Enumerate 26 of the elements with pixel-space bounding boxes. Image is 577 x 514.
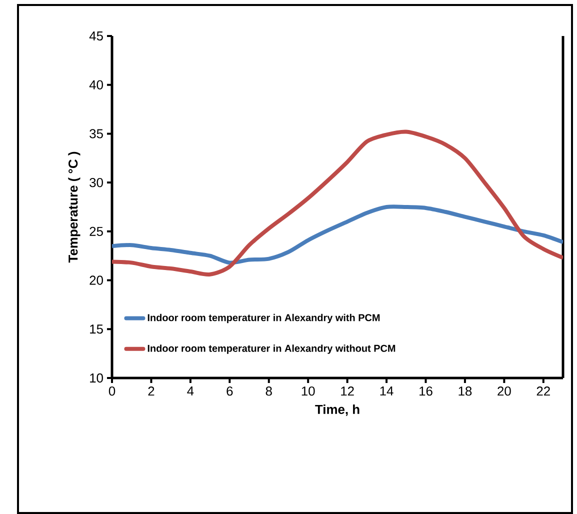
y-tick-label: 40 [89,80,103,90]
y-axis-title: Temperature ( °C ) [68,152,80,263]
line-series [112,204,564,265]
y-tick-label: 30 [90,178,103,188]
x-tick-label: 8 [266,386,272,396]
legend-label: Indoor room temperaturer in Alexandry without PCM [148,344,396,354]
y-tick-label: 45 [89,31,103,41]
legend-label: Indoor room temperaturer in Alexandry with PCM [148,314,380,324]
x-axis-title: Time, h [315,404,360,416]
y-tick-label: 35 [90,129,103,138]
x-tick-label: 16 [420,386,432,396]
x-tick-label: 22 [536,386,550,396]
y-tick-label: 25 [90,226,103,236]
x-tick-label: 14 [380,386,394,396]
y-tick-label: 10 [90,373,103,383]
x-tick-label: 6 [226,386,233,396]
x-tick-label: 4 [187,386,194,396]
x-tick-label: 18 [458,386,472,396]
x-tick-label: 2 [148,386,154,396]
line-series [112,130,564,276]
y-tick-label: 15 [90,324,103,334]
y-tick-label: 20 [90,276,103,285]
x-tick-label: 0 [108,386,116,396]
x-tick-label: 12 [341,386,354,396]
x-tick-label: 20 [498,386,511,396]
x-tick-label: 10 [302,386,315,396]
